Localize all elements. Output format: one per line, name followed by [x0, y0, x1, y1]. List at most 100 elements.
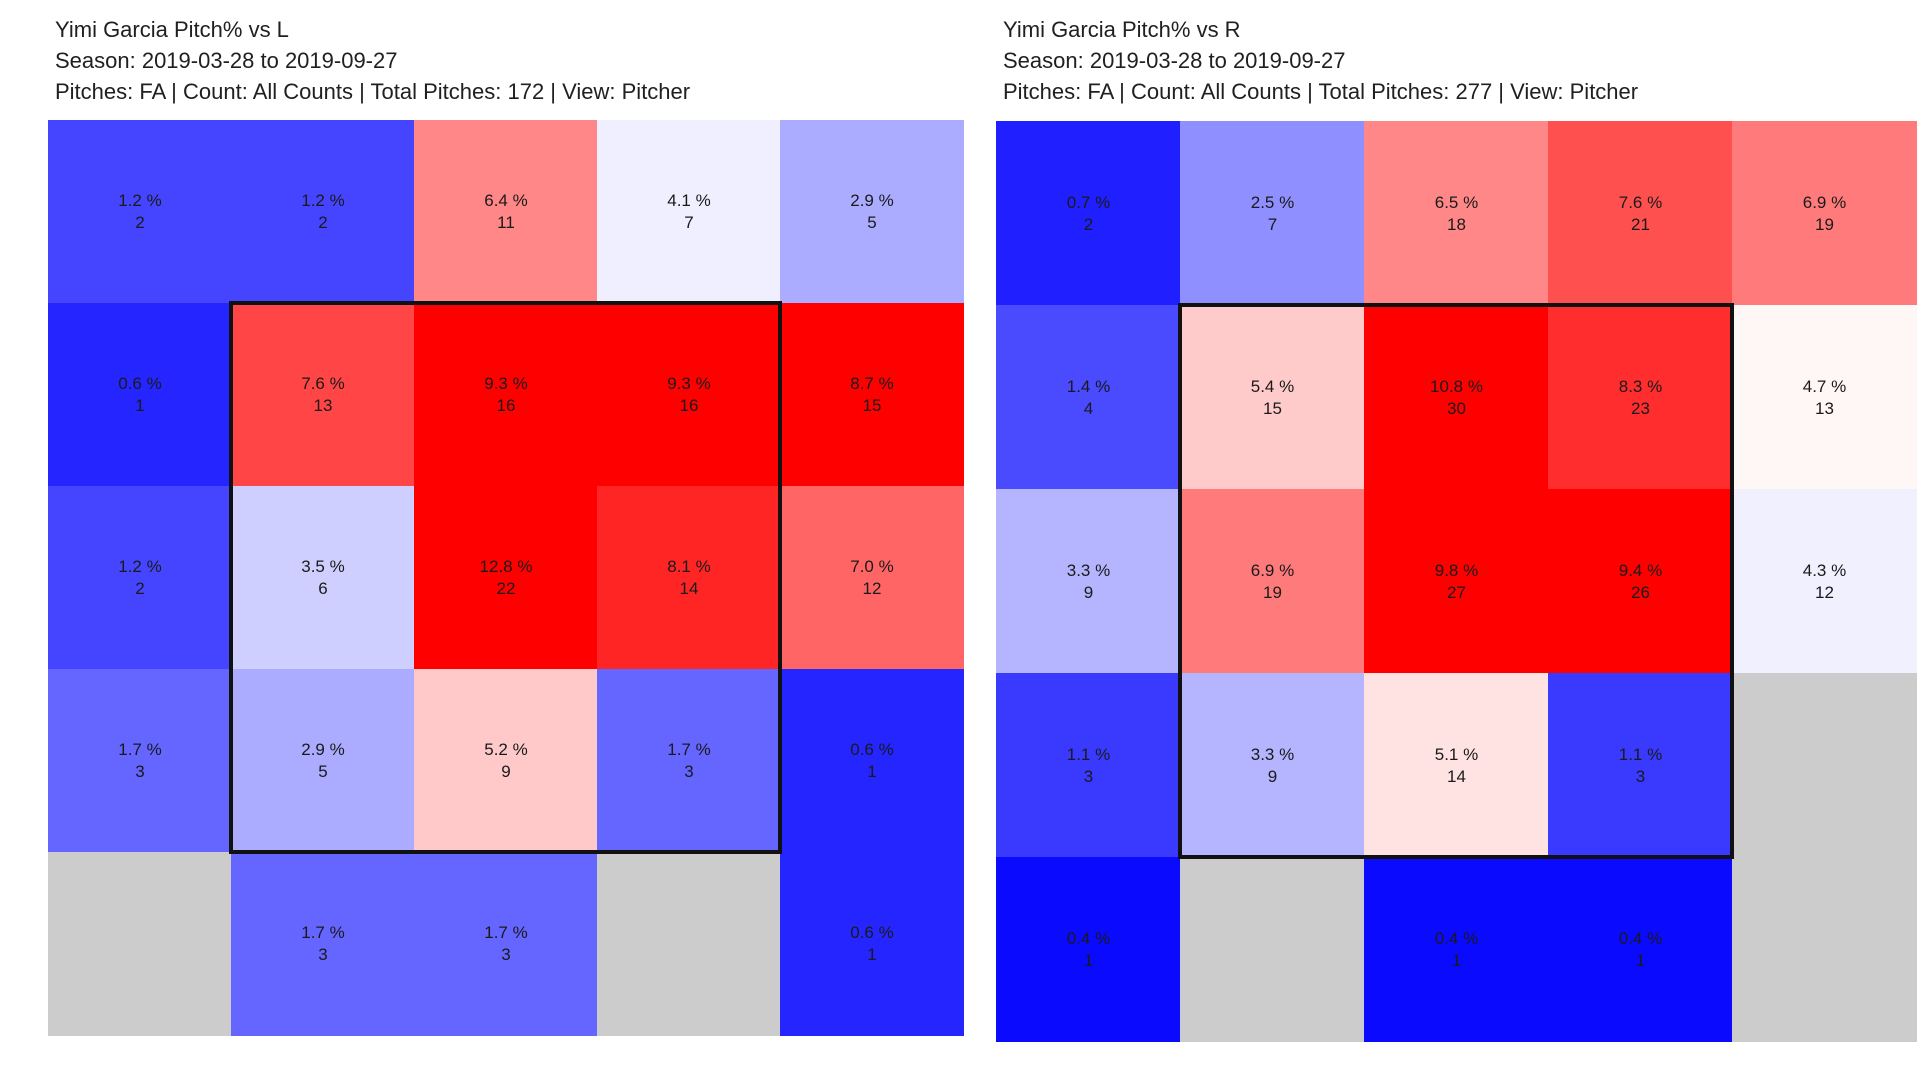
heatmap-cell-r2-c4: 4.3 % 12 — [1732, 489, 1917, 674]
cell-percent: 2.9 % — [301, 740, 345, 759]
cell-percent: 8.3 % — [1618, 376, 1663, 396]
heatmap-cell-r2-c1: 6.9 % 19 — [1180, 489, 1365, 674]
cell-count: 5 — [318, 762, 328, 781]
cell-count: 3 — [135, 762, 145, 781]
heatmap-grid: 1.2 % 2 1.2 % 2 6.4 % 11 4.1 % 7 2.9 % 5 0.6 % 1 7.6… — [48, 120, 964, 1036]
cell-count: 9 — [501, 762, 511, 781]
cell-percent: 1.1 % — [1618, 744, 1663, 764]
cell-percent: 6.5 % — [1434, 192, 1479, 212]
cell-percent: 1.7 % — [484, 923, 528, 942]
cell-percent: 5.1 % — [1434, 744, 1479, 764]
heatmap-cell-r4-c1 — [1180, 857, 1365, 1042]
heatmap-cell-r2-c0: 3.3 % 9 — [996, 489, 1181, 674]
heatmap-cell-r1-c0: 0.6 % 1 — [48, 303, 232, 487]
cell-percent: 0.4 % — [1618, 928, 1663, 948]
cell-percent: 9.3 % — [667, 374, 711, 393]
cell-count: 15 — [1263, 398, 1282, 418]
cell-count: 23 — [1631, 398, 1650, 418]
cell-percent: 9.3 % — [484, 374, 528, 393]
cell-count: 1 — [1083, 950, 1094, 970]
cell-percent: 0.4 % — [1066, 928, 1111, 948]
cell-percent: 1.7 % — [301, 923, 345, 942]
heatmap-cell-r1-c4: 8.7 % 15 — [780, 303, 964, 487]
heatmap-cell-r0-c3: 7.6 % 21 — [1548, 121, 1733, 306]
heatmap-cell-r0-c3: 4.1 % 7 — [597, 120, 781, 304]
cell-percent: 1.2 % — [118, 557, 162, 576]
cell-percent: 0.6 % — [118, 374, 162, 393]
heatmap-cell-r1-c0: 1.4 % 4 — [996, 305, 1181, 490]
heatmap-cell-r4-c3 — [597, 852, 781, 1036]
cell-count: 26 — [1631, 582, 1650, 602]
heatmap-cell-r3-c2: 5.2 % 9 — [414, 669, 598, 853]
chart-season: Season: 2019-03-28 to 2019-09-27 — [1003, 48, 1346, 73]
heatmap-cell-r1-c3: 9.3 % 16 — [597, 303, 781, 487]
heatmap-cell-r0-c4: 2.9 % 5 — [780, 120, 964, 304]
heatmap-cell-r3-c1: 2.9 % 5 — [231, 669, 415, 853]
heatmap-cell-r1-c1: 7.6 % 13 — [231, 303, 415, 487]
cell-percent: 10.8 % — [1430, 376, 1483, 396]
heatmap-cell-r1-c4: 4.7 % 13 — [1732, 305, 1917, 490]
cell-percent: 6.4 % — [484, 191, 528, 210]
cell-count: 2 — [1083, 214, 1094, 234]
cell-percent: 0.6 % — [850, 923, 894, 942]
heatmap-cell-r0-c0: 1.2 % 2 — [48, 120, 232, 304]
cell-count: 18 — [1447, 214, 1466, 234]
heatmap-cell-r2-c2: 12.8 % 22 — [414, 486, 598, 670]
heatmap-cell-r2-c1: 3.5 % 6 — [231, 486, 415, 670]
cell-percent: 5.2 % — [484, 740, 528, 759]
cell-count: 19 — [1263, 582, 1282, 602]
heatmap-cell-r0-c1: 2.5 % 7 — [1180, 121, 1365, 306]
chart-titles: Yimi Garcia Pitch% vs L Season: 2019-03-… — [55, 14, 690, 107]
heatmap-cell-r1-c2: 9.3 % 16 — [414, 303, 598, 487]
cell-percent: 1.7 % — [118, 740, 162, 759]
cell-count: 13 — [1815, 398, 1834, 418]
cell-count: 1 — [1635, 950, 1646, 970]
cell-count: 21 — [1631, 214, 1650, 234]
cell-percent: 4.1 % — [667, 191, 711, 210]
heatmap-cell-r2-c2: 9.8 % 27 — [1364, 489, 1549, 674]
cell-count: 7 — [684, 213, 694, 232]
heatmap-cell-r0-c2: 6.4 % 11 — [414, 120, 598, 304]
chart-season: Season: 2019-03-28 to 2019-09-27 — [55, 48, 398, 73]
cell-percent: 9.8 % — [1434, 560, 1479, 580]
cell-count: 9 — [1267, 766, 1278, 786]
heatmap-cell-r4-c2: 0.4 % 1 — [1364, 857, 1549, 1042]
cell-count: 1 — [135, 396, 145, 415]
heatmap-cell-r4-c2: 1.7 % 3 — [414, 852, 598, 1036]
cell-percent: 8.7 % — [850, 374, 894, 393]
heatmap-cell-r4-c0: 0.4 % 1 — [996, 857, 1181, 1042]
cell-percent: 6.9 % — [1802, 192, 1847, 212]
heatmap-cell-r4-c1: 1.7 % 3 — [231, 852, 415, 1036]
cell-count: 3 — [1083, 766, 1094, 786]
cell-percent: 0.4 % — [1434, 928, 1479, 948]
cell-count: 12 — [1815, 582, 1834, 602]
chart-titles: Yimi Garcia Pitch% vs R Season: 2019-03-… — [1003, 14, 1638, 107]
cell-percent: 5.4 % — [1250, 376, 1295, 396]
cell-count: 4 — [1083, 398, 1094, 418]
cell-count: 19 — [1815, 214, 1834, 234]
cell-count: 1 — [867, 945, 877, 964]
cell-percent: 2.5 % — [1250, 192, 1295, 212]
cell-percent: 3.5 % — [301, 557, 345, 576]
cell-percent: 12.8 % — [479, 557, 533, 576]
heatmap-cell-r0-c2: 6.5 % 18 — [1364, 121, 1549, 306]
chart-title: Yimi Garcia Pitch% vs L — [55, 17, 289, 42]
cell-count: 3 — [1635, 766, 1646, 786]
cell-count: 12 — [862, 579, 882, 598]
cell-percent: 7.0 % — [850, 557, 894, 576]
heatmap-cell-r2-c0: 1.2 % 2 — [48, 486, 232, 670]
heatmap-cell-r4-c3: 0.4 % 1 — [1548, 857, 1733, 1042]
cell-count: 16 — [496, 396, 516, 415]
cell-percent: 7.6 % — [301, 374, 345, 393]
cell-percent: 1.7 % — [667, 740, 711, 759]
cell-count: 7 — [1267, 214, 1278, 234]
cell-count: 6 — [318, 579, 328, 598]
cell-percent: 4.3 % — [1802, 560, 1847, 580]
heatmap-panel-vs-r: Yimi Garcia Pitch% vs R Season: 2019-03-… — [948, 0, 1917, 1080]
heatmap-cell-r0-c1: 1.2 % 2 — [231, 120, 415, 304]
heatmap-cell-r3-c3: 1.7 % 3 — [597, 669, 781, 853]
chart-subtitle: Pitches: FA | Count: All Counts | Total … — [1003, 79, 1639, 104]
cell-count: 14 — [679, 579, 699, 598]
cell-count: 2 — [135, 213, 145, 232]
heatmap-grid: 0.7 % 2 2.5 % 7 6.5 % 18 7.6 % 21 6.9 % 19 1.4 % 4 5… — [996, 121, 1917, 1042]
